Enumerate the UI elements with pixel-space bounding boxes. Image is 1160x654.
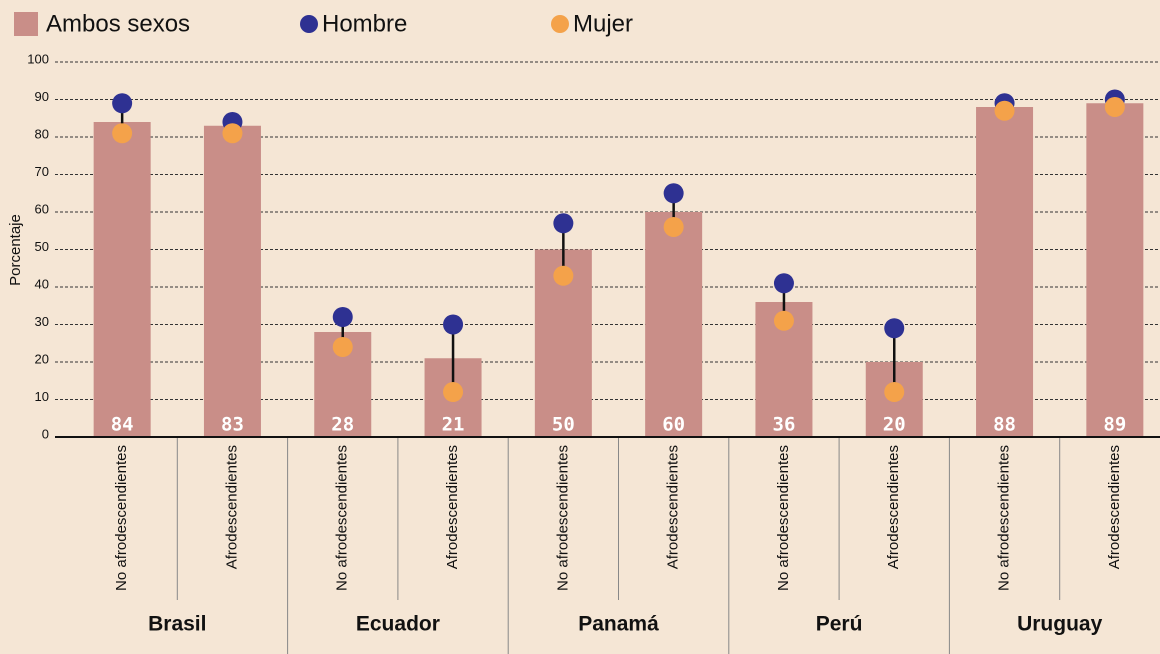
legend-swatch	[14, 12, 38, 36]
y-tick-label: 60	[35, 201, 49, 216]
group-label: Brasil	[148, 613, 206, 636]
bar	[645, 212, 703, 437]
dot-mujer	[1104, 97, 1125, 117]
dot-hombre	[884, 318, 905, 339]
x-tick-label: Afrodescendientes	[444, 445, 461, 569]
dot-mujer	[443, 382, 464, 402]
dot-mujer	[663, 217, 684, 237]
group-label: Ecuador	[356, 613, 440, 636]
bar	[1086, 103, 1144, 437]
data-label: 60	[662, 414, 685, 436]
y-tick-label: 40	[35, 276, 49, 291]
dot-mujer	[222, 123, 243, 144]
x-tick-label: Afrodescendientes	[223, 445, 240, 569]
legend-label: Mujer	[573, 10, 633, 37]
y-tick-label: 90	[35, 89, 49, 104]
dot-hombre	[443, 314, 464, 335]
y-tick-label: 100	[27, 51, 49, 66]
y-tick-label: 20	[35, 351, 49, 366]
y-tick-label: 70	[35, 164, 49, 179]
data-label: 89	[1103, 414, 1126, 436]
group-label: Panamá	[578, 613, 659, 636]
data-label: 28	[331, 414, 354, 436]
x-tick-label: No afrodescendientes	[334, 445, 351, 591]
x-tick-label: No afrodescendientes	[554, 445, 571, 591]
legend-label: Ambos sexos	[46, 10, 190, 37]
legend-label: Hombre	[322, 10, 407, 37]
legend-swatch	[551, 15, 569, 33]
x-tick-label: No afrodescendientes	[996, 445, 1013, 591]
y-tick-label: 10	[35, 389, 49, 404]
x-tick-label: Afrodescendientes	[665, 445, 682, 569]
x-tick-label: No afrodescendientes	[775, 445, 792, 591]
y-tick-label: 80	[35, 126, 49, 141]
data-label: 84	[111, 414, 134, 436]
y-tick-label: 0	[42, 426, 49, 441]
dot-mujer	[773, 310, 794, 331]
y-tick-label: 50	[35, 239, 49, 254]
dot-hombre	[773, 273, 794, 294]
bar	[203, 125, 261, 437]
dot-mujer	[332, 337, 353, 357]
x-tick-label: Afrodescendientes	[885, 445, 902, 569]
bar	[976, 107, 1034, 437]
dot-mujer	[553, 265, 574, 286]
dot-mujer	[884, 382, 905, 402]
dot-hombre	[332, 307, 353, 327]
dot-hombre	[553, 213, 574, 234]
dot-mujer	[112, 123, 133, 144]
x-tick-label: Afrodescendientes	[1106, 445, 1123, 569]
data-label: 21	[442, 414, 465, 436]
data-label: 50	[552, 414, 575, 436]
x-tick-label: No afrodescendientes	[113, 445, 130, 591]
bar	[93, 122, 151, 437]
data-label: 83	[221, 414, 244, 436]
dot-hombre	[112, 93, 133, 114]
dot-mujer	[994, 100, 1015, 121]
data-label: 88	[993, 414, 1016, 436]
data-label: 36	[773, 414, 796, 436]
data-label: 20	[883, 414, 906, 436]
group-label: Uruguay	[1017, 613, 1103, 636]
dot-hombre	[663, 183, 684, 204]
y-tick-label: 30	[35, 314, 49, 329]
legend-swatch	[300, 15, 318, 33]
group-label: Perú	[816, 613, 863, 636]
y-axis-label: Porcentaje	[7, 214, 24, 286]
